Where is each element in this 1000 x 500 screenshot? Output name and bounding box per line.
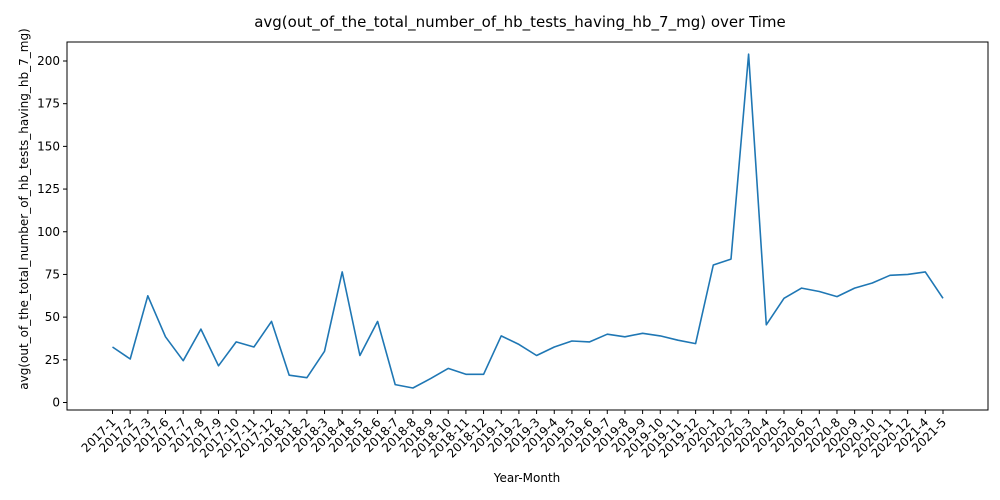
y-axis-label-group: avg(out_of_the_total_number_of_hb_tests_…: [17, 28, 31, 390]
x-axis-label: Year-Month: [493, 471, 561, 485]
y-tick-label: 150: [37, 139, 60, 153]
y-tick-label: 125: [37, 182, 60, 196]
y-tick-label: 0: [52, 396, 60, 410]
y-axis-ticks: 0 25 50 75 100 125 150 175 200: [37, 54, 67, 410]
plot-frame: [66, 41, 989, 411]
chart-title: avg(out_of_the_total_number_of_hb_tests_…: [254, 13, 786, 32]
y-tick-label: 175: [37, 97, 60, 111]
y-tick-label: 75: [45, 267, 60, 281]
y-tick-label: 50: [45, 310, 60, 324]
y-axis-label: avg(out_of_the_total_number_of_hb_tests_…: [17, 28, 31, 390]
x-axis-ticks: 2017-12017-22017-32017-62017-72017-82017…: [79, 410, 949, 461]
series-line: [112, 53, 944, 389]
y-tick-label: 100: [37, 225, 60, 239]
y-tick-label: 200: [37, 54, 60, 68]
y-tick-label: 25: [45, 353, 60, 367]
